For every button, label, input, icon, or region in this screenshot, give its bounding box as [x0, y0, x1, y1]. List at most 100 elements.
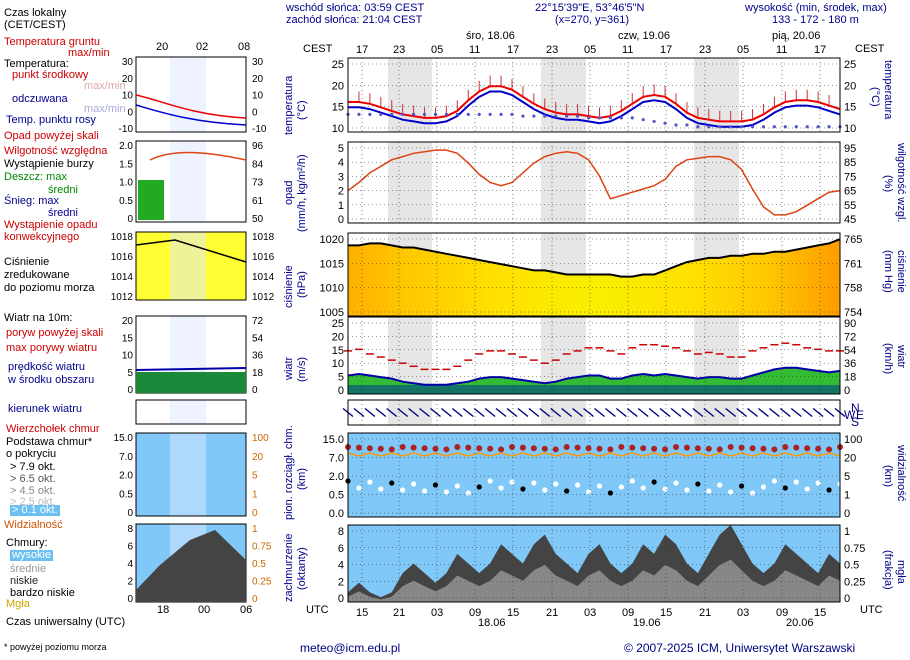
legend-left-tick: 1014	[111, 272, 134, 283]
wind-arrow	[473, 407, 485, 418]
dewpoint-dot	[794, 125, 798, 129]
cloud-base-dot	[575, 482, 581, 488]
dewpoint-dot	[718, 125, 722, 129]
left-tick-label: 15	[332, 102, 344, 114]
cloud-top-dot	[476, 445, 483, 452]
cloud-top-dot	[487, 445, 494, 452]
legend-left-tick: 0	[127, 594, 133, 605]
legend-pressure-2: zredukowane	[4, 269, 70, 281]
cloud-base-dot	[684, 487, 690, 493]
dewpoint-dot	[597, 116, 602, 120]
legend-rain: Deszcz: max	[4, 171, 67, 183]
legend-dewpoint: Temp. punktu rosy	[6, 114, 96, 126]
utc-left-label: UTC	[306, 604, 329, 616]
cloud-base-dot	[432, 482, 439, 488]
legend-right-tick: -10	[252, 124, 267, 135]
cest-hour-label: 05	[737, 44, 749, 56]
legend-wind-speed-1: prędkość wiatru	[8, 361, 86, 373]
right-tick-label: 15	[844, 102, 856, 114]
legend-left-tick: 0.5	[119, 196, 133, 207]
dewpoint-dot	[750, 125, 755, 129]
dewpoint-dot	[674, 123, 678, 127]
dewpoint-dot	[805, 125, 809, 129]
right-tick-label: 765	[844, 234, 862, 246]
cloud-base-dot	[378, 486, 384, 492]
wind-arrow	[758, 407, 769, 418]
left-tick-label: 20	[332, 80, 344, 92]
legend-visibility: Widzialność	[4, 519, 63, 531]
legend-left-tick: 1.5	[119, 159, 133, 170]
cloudcover-panel-border	[347, 524, 841, 603]
cloud-base-dot	[400, 487, 406, 493]
temperature-line	[348, 85, 841, 123]
wind-axis-label-right: wiatr	[895, 345, 907, 369]
utc-right-label: UTC	[860, 604, 883, 616]
legend-okt-45: > 4.5 okt.	[10, 485, 56, 497]
cloudcover-axis-label: zachmurzenie	[283, 533, 295, 602]
cloud-base-dot	[629, 478, 635, 484]
legend-very-low-clouds: bardzo niskie	[10, 587, 75, 599]
legend-left-tick: 15.0	[114, 433, 134, 444]
right-tick-label: 10	[844, 123, 856, 135]
legend-wind-dir: kierunek wiatru	[8, 403, 82, 415]
wind-arrow	[550, 407, 562, 418]
dewpoint-dot	[576, 114, 580, 118]
cloud-base-dot	[356, 485, 362, 491]
right-tick-label: 5	[844, 471, 850, 483]
wind-arrow	[714, 407, 726, 418]
pressure-axis-label-right: ciśnienie	[895, 250, 907, 293]
legend-night-band	[170, 141, 206, 222]
cloud-top-dot	[421, 445, 428, 452]
right-tick-label: 75	[844, 171, 856, 183]
legend-right-tick: 0.25	[252, 577, 272, 588]
cloud-top-dot	[749, 445, 756, 452]
right-tick-label: 25	[844, 59, 856, 71]
cloud-base-dot	[389, 480, 395, 486]
copyright: © 2007-2025 ICM, Uniwersytet Warszawski	[624, 641, 856, 655]
legend-cloud-top: Wierzchołek chmur	[6, 423, 100, 435]
legend-right-tick: 0.75	[252, 542, 272, 553]
cest-hour-label: 17	[814, 44, 826, 56]
pressure-axis-label: ciśnienie	[283, 265, 295, 308]
wind-arrow	[539, 407, 551, 418]
dewpoint-dot	[554, 114, 558, 118]
legend-fog: Mgła	[6, 598, 30, 610]
legend-time-tick-1: 20	[156, 41, 169, 53]
legend-maxmin-1: max/min	[84, 80, 126, 92]
height-values: 133 - 172 - 180 m	[772, 14, 859, 26]
dewpoint-dot	[543, 114, 547, 118]
cloud-base-dot	[585, 489, 592, 495]
wind-arrow	[681, 407, 693, 418]
cloud-base-dot	[695, 481, 701, 487]
dewpoint-dot	[433, 112, 438, 116]
email-link[interactable]: meteo@icm.edu.pl	[300, 641, 401, 655]
legend-right-tick: 96	[252, 141, 264, 152]
cloud-base-dot	[531, 480, 537, 486]
cloud-base-dot	[542, 487, 548, 493]
left-tick-label: 10	[332, 123, 344, 135]
legend-pressure-1: Ciśnienie	[4, 256, 50, 268]
night-band	[694, 58, 739, 132]
utc-hour-label: 09	[776, 607, 788, 619]
left-tick-label: 0	[338, 593, 344, 605]
legend-wind-area	[136, 372, 246, 393]
legend-right-tick: 0.5	[252, 559, 266, 570]
wind-arrow	[397, 407, 409, 418]
wind-arrow	[440, 407, 452, 418]
legend-left-tick: 2	[127, 577, 133, 588]
wind-axis-unit-right: (km/h)	[882, 343, 894, 375]
wind-arrow	[484, 407, 496, 418]
legend-left-tick: 6	[127, 542, 133, 553]
wind-arrow	[375, 407, 387, 418]
wind-arrow	[648, 407, 660, 418]
cest-hour-label: 05	[431, 44, 443, 56]
temperature-panel-border	[347, 57, 841, 133]
right-tick-label: 55	[844, 200, 856, 212]
left-tick-label: 20	[332, 331, 344, 343]
left-tick-label: 4	[338, 560, 344, 572]
cloud-base-dot	[782, 485, 788, 491]
cloud-top-dot	[815, 445, 822, 452]
grid-coordinates-text: (x=270, y=361)	[555, 14, 629, 26]
dewpoint-dot	[772, 125, 777, 129]
legend-midpoint: punkt środkowy	[12, 69, 89, 81]
